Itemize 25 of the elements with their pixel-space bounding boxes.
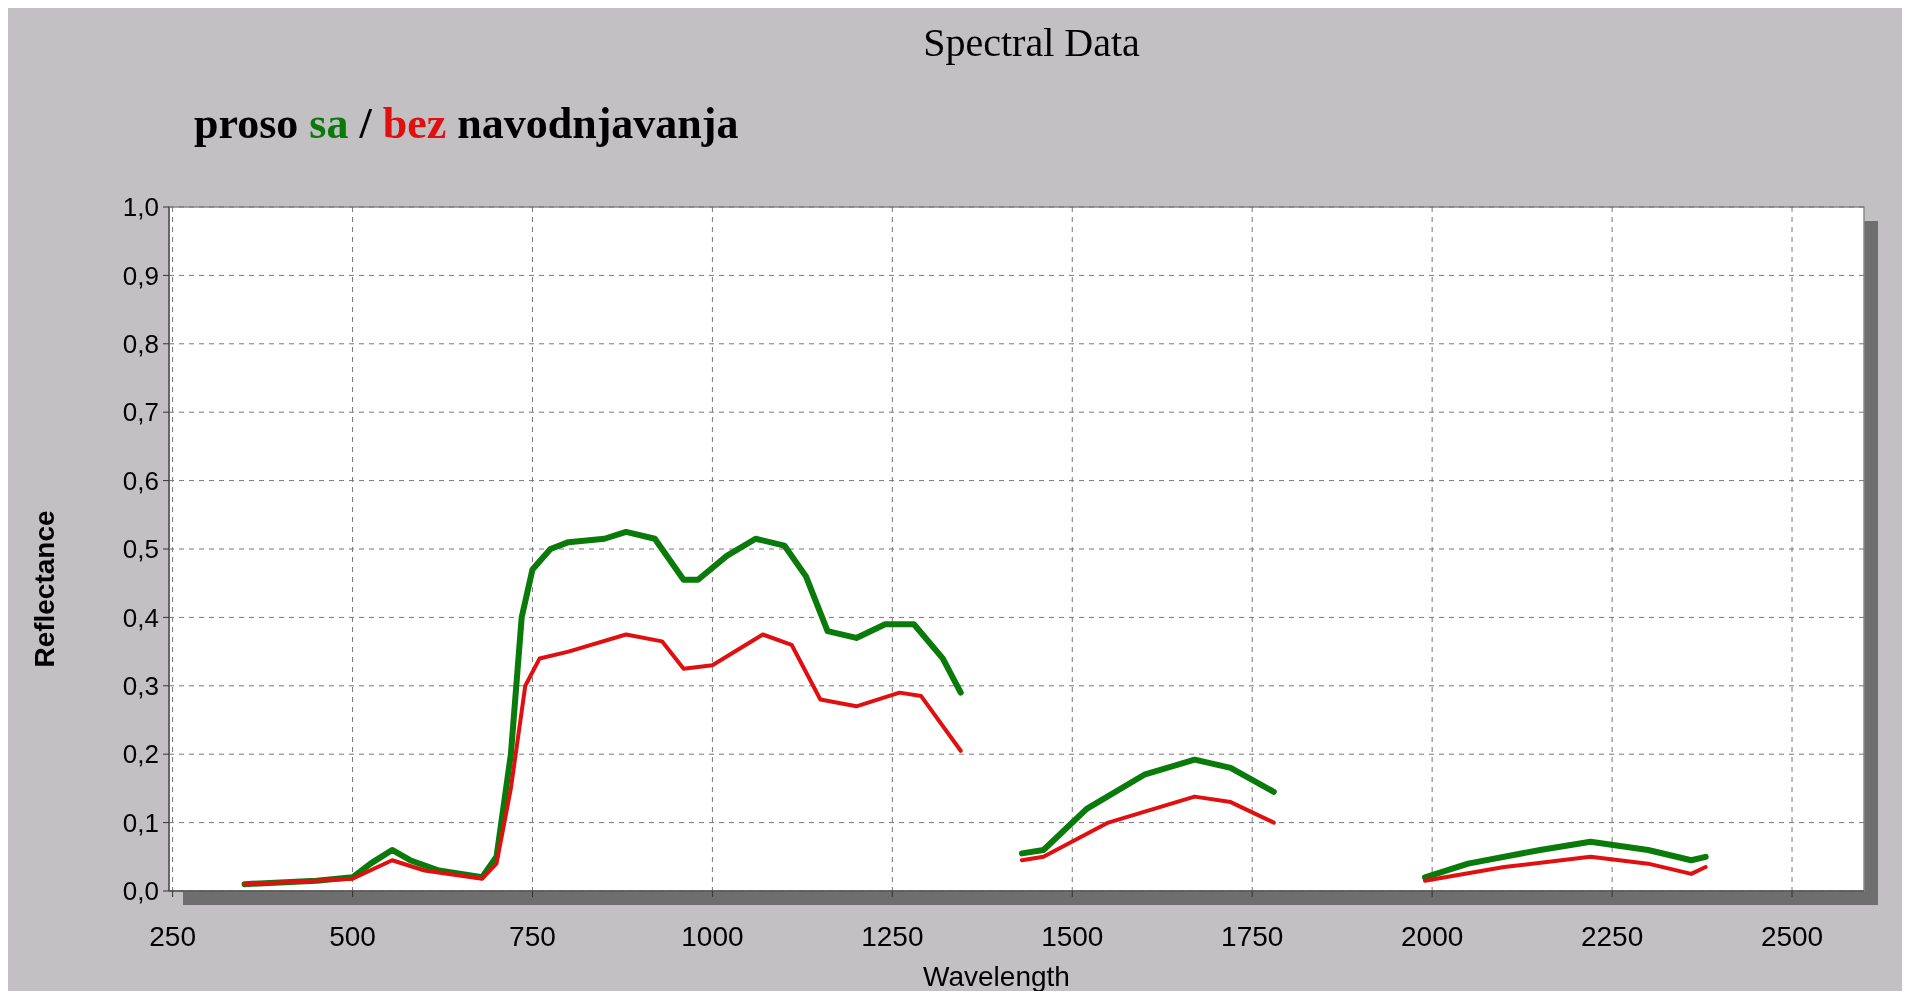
y-tick-label: 0,9 [122,260,159,291]
y-axis-title: Reflectance [29,510,60,668]
chart-subtitle: proso sa / bez navodnjavanja [194,99,739,148]
y-tick-label: 0,1 [122,807,159,838]
y-tick-label: 0,2 [122,739,159,770]
x-tick-label: 1500 [1041,921,1104,952]
x-tick-label: 500 [329,921,376,952]
x-tick-label: 1250 [861,921,924,952]
y-tick-label: 0,4 [122,602,159,633]
y-tick-label: 0,5 [122,534,159,565]
y-tick-label: 0,0 [122,876,159,907]
y-tick-label: 1,0 [122,192,159,223]
y-tick-label: 0,7 [122,397,159,428]
chart-title: Spectral Data [923,20,1141,65]
x-tick-label: 2500 [1760,921,1824,952]
x-axis-title: Wavelength [923,961,1070,992]
x-tick-label: 250 [149,921,196,952]
x-tick-label: 2250 [1580,921,1644,952]
x-tick-label: 1750 [1221,921,1284,952]
x-tick-label: 2000 [1401,921,1464,952]
y-tick-label: 0,8 [122,328,159,359]
y-tick-label: 0,3 [122,670,159,701]
x-tick-label: 750 [509,921,556,952]
y-tick-label: 0,6 [122,465,159,496]
x-tick-label: 1000 [681,921,744,952]
